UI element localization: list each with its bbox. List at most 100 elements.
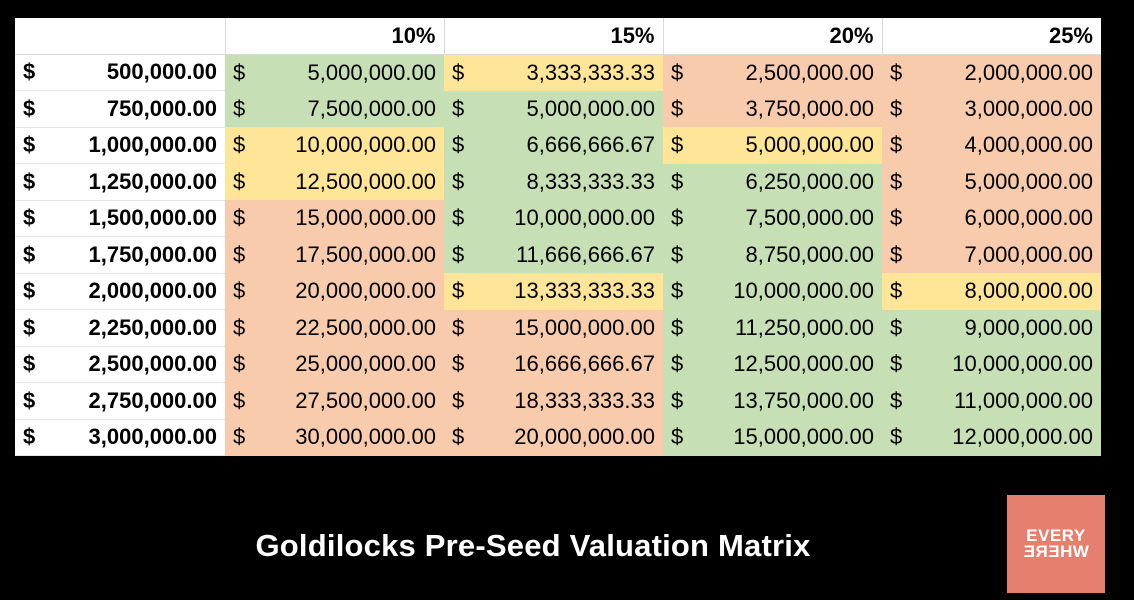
table-cell: $8,000,000.00: [882, 273, 1101, 310]
cell-value: 25,000,000.00: [295, 351, 436, 377]
logo-text-top: EVERY: [1026, 526, 1086, 545]
table-cell: $6,666,666.67: [444, 127, 663, 164]
cell-value: 2,500,000.00: [745, 59, 874, 85]
currency-symbol: $: [23, 351, 36, 377]
table-cell: $13,333,333.33: [444, 273, 663, 310]
table-row: $2,250,000.00 $22,500,000.00 $15,000,000.0…: [15, 309, 1101, 347]
cell-value: 5,000,000.00: [745, 132, 874, 158]
currency-symbol: $: [671, 168, 684, 194]
table-cell: $12,500,000.00: [225, 163, 444, 200]
currency-symbol: $: [233, 241, 246, 267]
row-header-value: 2,750,000.00: [88, 387, 217, 413]
currency-symbol: $: [890, 278, 903, 304]
table-cell: $12,000,000.00: [882, 419, 1101, 456]
currency-symbol: $: [233, 132, 246, 158]
table-cell: $3,333,333.33: [444, 54, 663, 91]
currency-symbol: $: [452, 95, 465, 121]
currency-symbol: $: [890, 314, 903, 340]
cell-value: 12,500,000.00: [733, 351, 874, 377]
row-header-value: 750,000.00: [106, 95, 217, 121]
cell-value: 20,000,000.00: [295, 278, 436, 304]
currency-symbol: $: [890, 241, 903, 267]
row-header: $1,000,000.00: [15, 127, 225, 164]
currency-symbol: $: [23, 168, 36, 194]
currency-symbol: $: [890, 387, 903, 413]
cell-value: 15,000,000.00: [295, 205, 436, 231]
row-header-value: 1,250,000.00: [88, 168, 217, 194]
table-cell: $5,000,000.00: [444, 90, 663, 127]
currency-symbol: $: [671, 95, 684, 121]
column-header: 20%: [662, 18, 882, 55]
currency-symbol: $: [23, 132, 36, 158]
table-row: $2,000,000.00 $20,000,000.00 $13,333,333.3…: [15, 273, 1101, 310]
currency-symbol: $: [671, 314, 684, 340]
cell-value: 7,000,000.00: [964, 241, 1093, 267]
currency-symbol: $: [890, 95, 903, 121]
table-cell: $25,000,000.00: [225, 346, 444, 383]
currency-symbol: $: [671, 132, 684, 158]
row-header-value: 2,500,000.00: [88, 351, 217, 377]
row-header: $1,250,000.00: [15, 163, 225, 201]
cell-value: 17,500,000.00: [295, 241, 436, 267]
row-header-value: 3,000,000.00: [88, 424, 217, 450]
table-row: $1,500,000.00 $15,000,000.00 $10,000,000.0…: [15, 200, 1101, 237]
currency-symbol: $: [233, 95, 246, 121]
table-cell: $5,000,000.00: [663, 127, 882, 164]
currency-symbol: $: [233, 278, 246, 304]
cell-value: 27,500,000.00: [295, 387, 436, 413]
table-cell: $7,500,000.00: [225, 90, 444, 127]
currency-symbol: $: [233, 424, 246, 450]
cell-value: 11,250,000.00: [734, 314, 874, 340]
table-cell: $9,000,000.00: [882, 309, 1101, 346]
column-header: 25%: [881, 18, 1101, 55]
cell-value: 8,333,333.33: [526, 168, 655, 194]
currency-symbol: $: [890, 351, 903, 377]
table-cell: $20,000,000.00: [444, 419, 663, 456]
currency-symbol: $: [452, 314, 465, 340]
currency-symbol: $: [890, 424, 903, 450]
header-row: 10% 15% 20% 25%: [15, 18, 1101, 55]
cell-value: 12,000,000.00: [952, 424, 1093, 450]
page-title: Goldilocks Pre-Seed Valuation Matrix: [255, 528, 811, 563]
currency-symbol: $: [452, 424, 465, 450]
table-cell: $15,000,000.00: [225, 200, 444, 237]
table-cell: $7,500,000.00: [663, 200, 882, 237]
cell-value: 8,750,000.00: [745, 241, 874, 267]
table-cell: $20,000,000.00: [225, 273, 444, 310]
currency-symbol: $: [452, 168, 465, 194]
currency-symbol: $: [890, 205, 903, 231]
currency-symbol: $: [23, 59, 36, 85]
valuation-matrix-table: 10% 15% 20% 25% $500,000.00 $5,000,000.00…: [15, 18, 1101, 456]
column-header: 15%: [443, 18, 663, 55]
cell-value: 11,000,000.00: [953, 387, 1093, 413]
cell-value: 7,500,000.00: [745, 205, 874, 231]
currency-symbol: $: [671, 424, 684, 450]
table-cell: $27,500,000.00: [225, 382, 444, 419]
currency-symbol: $: [23, 314, 36, 340]
table-row: $1,000,000.00 $10,000,000.00 $6,666,666.67…: [15, 127, 1101, 164]
row-header-value: 1,000,000.00: [88, 132, 217, 158]
cell-value: 3,000,000.00: [964, 95, 1093, 121]
table-cell: $6,250,000.00: [663, 163, 882, 200]
currency-symbol: $: [452, 205, 465, 231]
row-header: $2,750,000.00: [15, 382, 225, 420]
currency-symbol: $: [233, 314, 246, 340]
currency-symbol: $: [23, 241, 36, 267]
cell-value: 13,750,000.00: [733, 387, 874, 413]
row-header-value: 500,000.00: [106, 59, 217, 85]
currency-symbol: $: [23, 205, 36, 231]
cell-value: 30,000,000.00: [295, 424, 436, 450]
column-header: 10%: [224, 18, 444, 55]
row-header: $1,500,000.00: [15, 200, 225, 237]
table-cell: $11,250,000.00: [663, 309, 882, 346]
table-cell: $18,333,333.33: [444, 382, 663, 419]
row-header: $2,500,000.00: [15, 346, 225, 383]
row-header: $750,000.00: [15, 90, 225, 128]
currency-symbol: $: [671, 241, 684, 267]
currency-symbol: $: [233, 351, 246, 377]
cell-value: 3,333,333.33: [526, 59, 655, 85]
currency-symbol: $: [452, 387, 465, 413]
table-row: $1,750,000.00 $17,500,000.00 $11,666,666.6…: [15, 236, 1101, 274]
currency-symbol: $: [23, 424, 36, 450]
everywhere-logo: EVERY WHERE: [1007, 495, 1105, 593]
